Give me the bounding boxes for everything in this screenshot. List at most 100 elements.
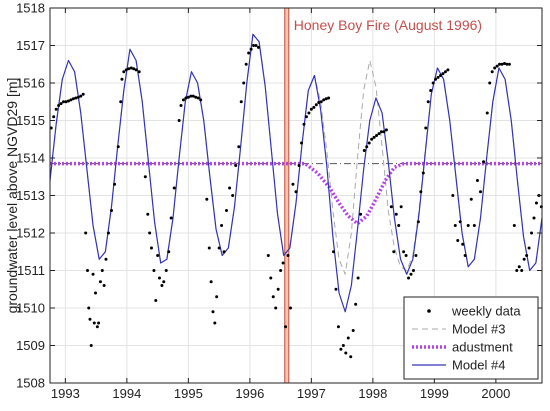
data-point <box>196 96 200 100</box>
data-point <box>490 70 494 74</box>
data-point <box>252 44 256 47</box>
y-tick-label: 1512 <box>16 226 45 241</box>
data-point <box>439 74 443 77</box>
data-point <box>375 134 379 137</box>
data-point <box>152 269 156 272</box>
fire-band <box>284 8 290 383</box>
data-point <box>66 99 70 103</box>
data-point <box>177 119 181 122</box>
legend-swatch <box>427 309 431 313</box>
data-point <box>409 272 413 276</box>
data-point <box>416 220 420 224</box>
data-point <box>404 254 408 257</box>
data-point <box>443 70 447 74</box>
y-tick-label: 1508 <box>16 376 45 391</box>
data-point <box>354 302 358 306</box>
data-point <box>339 347 343 351</box>
data-point <box>179 104 183 107</box>
data-point <box>57 104 61 107</box>
data-point <box>517 265 521 269</box>
data-point <box>102 284 106 287</box>
data-point <box>222 250 226 254</box>
data-point <box>522 257 526 261</box>
fire-annotation: Honey Boy Fire (August 1996) <box>294 17 482 33</box>
data-point <box>414 254 418 257</box>
data-point <box>426 100 430 104</box>
data-point <box>479 190 482 194</box>
data-point <box>458 220 462 224</box>
data-point <box>116 145 120 149</box>
data-point <box>247 51 251 55</box>
data-point <box>184 96 188 100</box>
data-point <box>207 246 211 250</box>
data-point <box>120 77 124 81</box>
data-point <box>397 224 401 227</box>
data-point <box>399 205 403 209</box>
data-point <box>71 97 75 101</box>
data-point <box>199 98 203 102</box>
data-point <box>367 141 371 145</box>
x-tick-label: 1994 <box>112 386 141 401</box>
data-point <box>530 231 534 235</box>
data-point <box>276 287 280 291</box>
data-point <box>407 276 411 280</box>
data-point <box>160 284 164 287</box>
data-point <box>157 276 161 280</box>
legend-label: Model #4 <box>452 358 505 373</box>
data-point <box>294 190 298 194</box>
data-point <box>124 68 128 72</box>
data-point <box>269 276 273 280</box>
data-point <box>172 186 176 190</box>
data-point <box>64 100 68 104</box>
data-point <box>59 102 63 106</box>
y-tick-label: 1509 <box>16 338 45 353</box>
data-point <box>488 81 492 85</box>
data-point <box>213 321 217 325</box>
y-tick-label: 1514 <box>16 151 45 166</box>
data-point <box>431 81 435 85</box>
legend: weekly data Model #3 adustment Model #4 <box>403 296 539 380</box>
data-point <box>304 115 308 119</box>
data-point <box>79 94 83 98</box>
data-point <box>129 66 133 70</box>
data-point <box>365 145 369 149</box>
legend-label: weekly data <box>451 304 521 319</box>
y-tick-label: 1513 <box>16 188 45 203</box>
data-point <box>146 212 150 216</box>
data-point <box>469 197 473 201</box>
data-point <box>382 130 386 134</box>
data-point <box>237 145 241 149</box>
data-point <box>429 89 433 92</box>
data-point <box>169 216 173 220</box>
data-point <box>424 126 428 130</box>
data-point <box>319 100 323 104</box>
data-point <box>482 160 486 164</box>
data-point <box>341 344 345 347</box>
y-tick-label: 1518 <box>16 1 45 16</box>
data-point <box>119 100 123 104</box>
data-point <box>209 280 213 284</box>
data-point <box>254 44 258 47</box>
data-point <box>436 75 440 79</box>
data-point <box>132 67 136 71</box>
data-point <box>302 122 306 126</box>
data-point <box>312 105 316 109</box>
data-point <box>512 224 516 227</box>
data-point <box>493 66 497 70</box>
data-point <box>274 306 278 310</box>
data-point <box>377 132 381 136</box>
data-point <box>92 321 96 325</box>
data-point <box>167 250 171 254</box>
data-point <box>284 325 288 329</box>
data-point <box>463 254 467 257</box>
data-point <box>485 111 489 115</box>
data-point <box>453 224 457 227</box>
data-point <box>291 182 295 186</box>
data-point <box>89 344 93 347</box>
data-point <box>507 62 511 66</box>
data-point <box>87 306 91 310</box>
data-point <box>332 250 336 254</box>
data-point <box>334 287 338 291</box>
data-point <box>76 95 80 99</box>
